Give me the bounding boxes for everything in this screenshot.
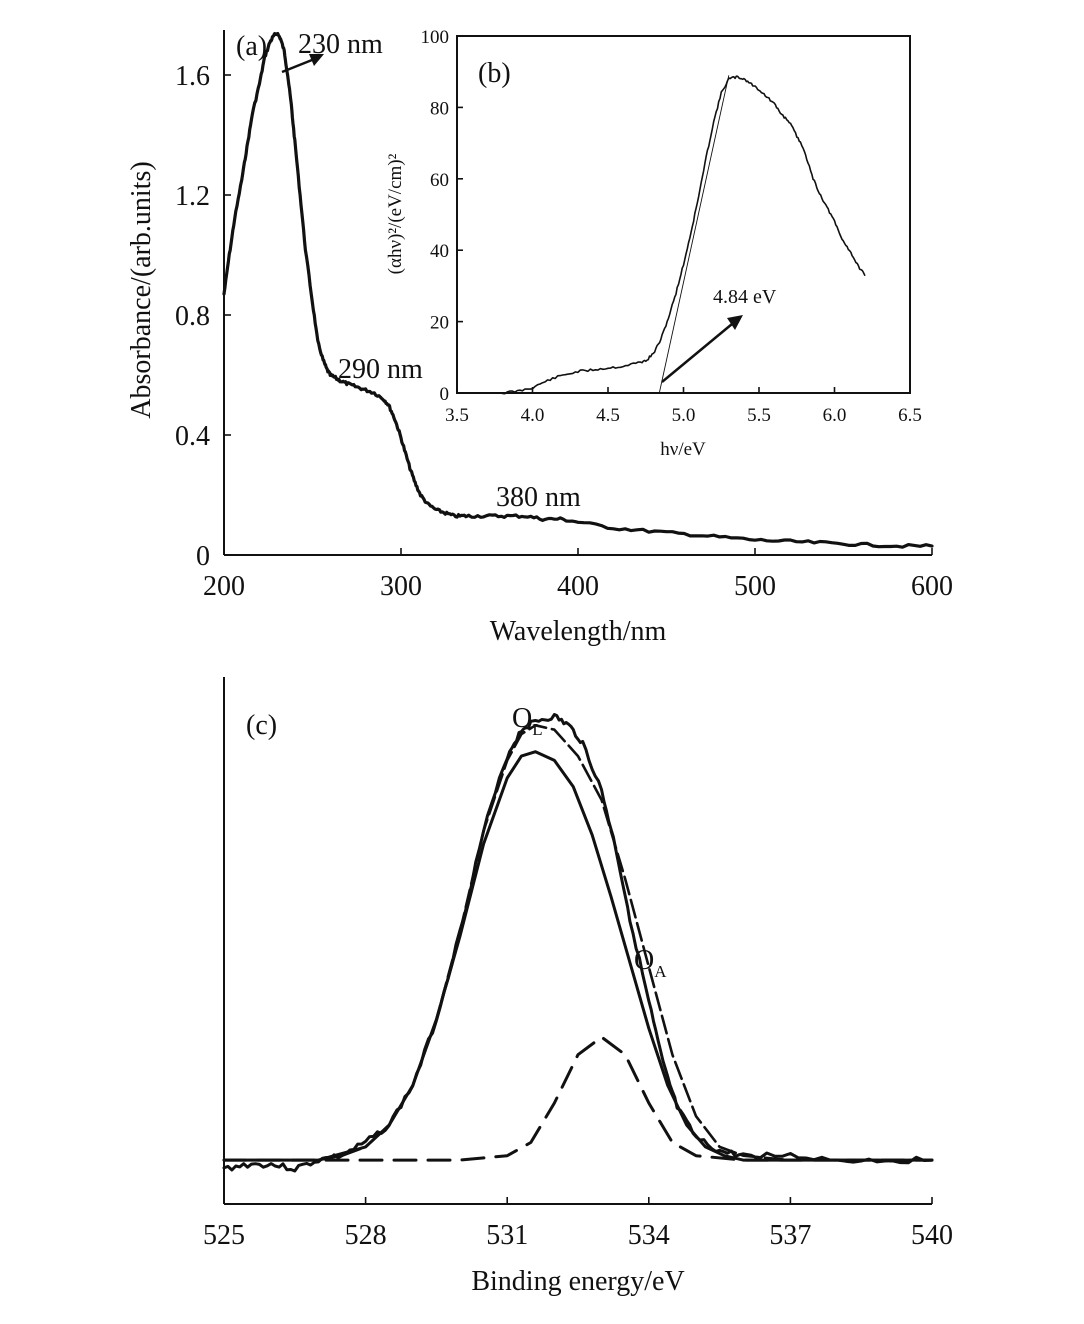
panel-a-annotation-380nm: 380 nm (496, 482, 581, 513)
panel-b-x-ticks: 3.5 4.0 4.5 5.0 5.5 6.0 6.5 (445, 387, 922, 426)
panel-a-y-axis-title: Absorbance/(arb.units) (126, 161, 157, 418)
panel-c-annotation-oa: OA (634, 945, 667, 981)
panel-b-y-tick-label: 100 (421, 27, 450, 48)
panel-b-y-tick-label: 40 (430, 241, 449, 262)
panel-c-label: (c) (246, 710, 277, 741)
panel-c-measured-spectrum (222, 713, 934, 1173)
panel-b-x-tick-label: 4.0 (521, 405, 545, 426)
panel-c-annotation-ol-sub: L (532, 720, 542, 739)
panel-c-x-ticks: 525 528 531 534 537 540 (203, 1197, 953, 1251)
panel-b-y-ticks: 0 20 40 60 80 100 (421, 27, 463, 405)
panel-c-oa-component (222, 1035, 934, 1162)
panel-a-x-ticks: 200 300 400 500 600 (203, 548, 953, 602)
panel-a-absorbance-chart: 200 300 400 500 600 00.40.81.21.6 (a) 230 nm… (126, 29, 953, 647)
panel-c-ol-component (222, 750, 934, 1162)
panel-b-y-axis-title: (αhν)²/(eV/cm)² (385, 153, 406, 274)
panel-b-arrow-bandgap (661, 315, 743, 383)
panel-b-x-tick-label: 5.5 (747, 405, 771, 426)
panel-c-fit-envelope (222, 724, 934, 1162)
panel-a-y-tick-label: 1.2 (175, 181, 210, 212)
panel-a-y-tick-label: 0 (196, 541, 210, 572)
panel-b-tauc-curve (501, 75, 866, 395)
panel-b-tauc-plot-inset: 3.5 4.0 4.5 5.0 5.5 6.0 6.5 0 20 40 60 80 100 (b) 4… (385, 27, 922, 460)
panel-c-x-tick-label: 528 (345, 1220, 387, 1251)
panel-a-y-tick-label: 0.8 (175, 301, 210, 332)
panel-a-x-tick-label: 400 (557, 571, 599, 602)
panel-c-x-tick-label: 540 (911, 1220, 953, 1251)
panel-b-y-tick-label: 80 (430, 98, 449, 119)
panel-a-y-tick-label: 0.4 (175, 421, 210, 452)
panel-c-annotation-oa-main: O (634, 945, 654, 976)
panel-b-frame (456, 35, 911, 394)
panel-a-x-tick-label: 500 (734, 571, 776, 602)
panel-c-annotation-ol-main: O (512, 703, 532, 734)
panel-a-x-tick-label: 200 (203, 571, 245, 602)
panel-a-label: (a) (236, 31, 267, 62)
panel-c-x-axis-title: Binding energy/eV (471, 1266, 684, 1297)
panel-b-x-tick-label: 6.5 (898, 405, 922, 426)
panel-c-x-tick-label: 525 (203, 1220, 245, 1251)
panel-a-arrow-230nm (281, 54, 324, 74)
panel-b-tangent-line (658, 75, 730, 394)
panel-c-annotation-oa-sub: A (654, 962, 667, 981)
panel-a-x-tick-label: 600 (911, 571, 953, 602)
panel-a-x-tick-label: 300 (380, 571, 422, 602)
panel-b-label: (b) (478, 58, 511, 89)
panel-c-annotation-ol: OL (512, 703, 543, 739)
panel-b-y-tick-label: 60 (430, 170, 449, 191)
panel-a-absorbance-curve (222, 31, 934, 549)
panel-c-x-tick-label: 531 (486, 1220, 528, 1251)
panel-b-x-tick-label: 6.0 (823, 405, 847, 426)
panel-b-y-tick-label: 20 (430, 313, 449, 334)
panel-c-xps-chart: 525 528 531 534 537 540 (c) OL OA Binding ene… (203, 677, 953, 1297)
panel-b-x-tick-label: 3.5 (445, 405, 469, 426)
panel-c-x-tick-label: 537 (769, 1220, 811, 1251)
panel-c-x-tick-label: 534 (628, 1220, 670, 1251)
panel-a-annotation-290nm: 290 nm (338, 354, 423, 385)
panel-b-y-tick-label: 0 (440, 384, 450, 405)
panel-a-x-axis-title: Wavelength/nm (490, 616, 667, 647)
panel-b-x-tick-label: 5.0 (672, 405, 696, 426)
panel-b-x-axis-title: hν/eV (660, 439, 706, 460)
panel-a-y-tick-label: 1.6 (175, 61, 210, 92)
panel-a-y-ticks: 0 0.4 0.8 1.2 1.6 (175, 61, 231, 572)
panel-b-annotation-bandgap: 4.84 eV (713, 286, 777, 308)
panel-b-x-tick-label: 4.5 (596, 405, 620, 426)
